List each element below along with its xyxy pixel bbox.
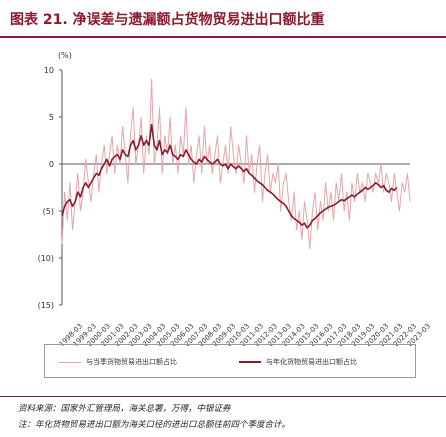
- legend-label-annualized: 与年化货物贸易进出口额占比: [266, 358, 357, 366]
- chart-title: 图表 21. 净误差与遗漏额占货物贸易进出口额比重: [10, 12, 325, 28]
- chart-series: [61, 78, 411, 250]
- legend-label-quarterly: 与当季货物贸易进出口额占比: [86, 358, 177, 366]
- title-bar: 图表 21. 净误差与遗漏额占货物贸易进出口额比重: [0, 0, 446, 38]
- footer-divider: [0, 396, 446, 397]
- y-tick-label: (5): [43, 207, 54, 216]
- source-note: 资料来源：国家外汇管理局，海关总署，万得，中银证券: [18, 404, 231, 414]
- y-tick-label: 0: [49, 160, 54, 169]
- legend-swatch-annualized: [239, 361, 261, 363]
- legend-item-annualized: 与年化货物贸易进出口额占比: [239, 356, 357, 368]
- chart-axes: [59, 69, 410, 306]
- y-unit-label: (%): [58, 51, 72, 60]
- y-tick-label: (15): [38, 301, 54, 310]
- chart-legend: 与当季货物贸易进出口额占比 与年化货物贸易进出口额占比: [44, 344, 416, 378]
- chart-ticks: (%)1050(5)(10)(15)1998-031999-032000-032…: [38, 51, 433, 346]
- footnote: 注：年化货物贸易进出口额为海关口径的进出口总额往前四个季度合计。: [18, 420, 291, 430]
- legend-swatch-quarterly: [59, 361, 81, 363]
- y-tick-label: (10): [38, 254, 54, 263]
- y-tick-label: 5: [49, 113, 54, 122]
- legend-item-quarterly: 与当季货物贸易进出口额占比: [59, 356, 177, 368]
- series-line-quarterly: [61, 78, 411, 250]
- series-line-annualized: [61, 123, 398, 229]
- line-chart: (%)1050(5)(10)(15)1998-031999-032000-032…: [38, 51, 433, 346]
- y-tick-label: 10: [44, 66, 54, 75]
